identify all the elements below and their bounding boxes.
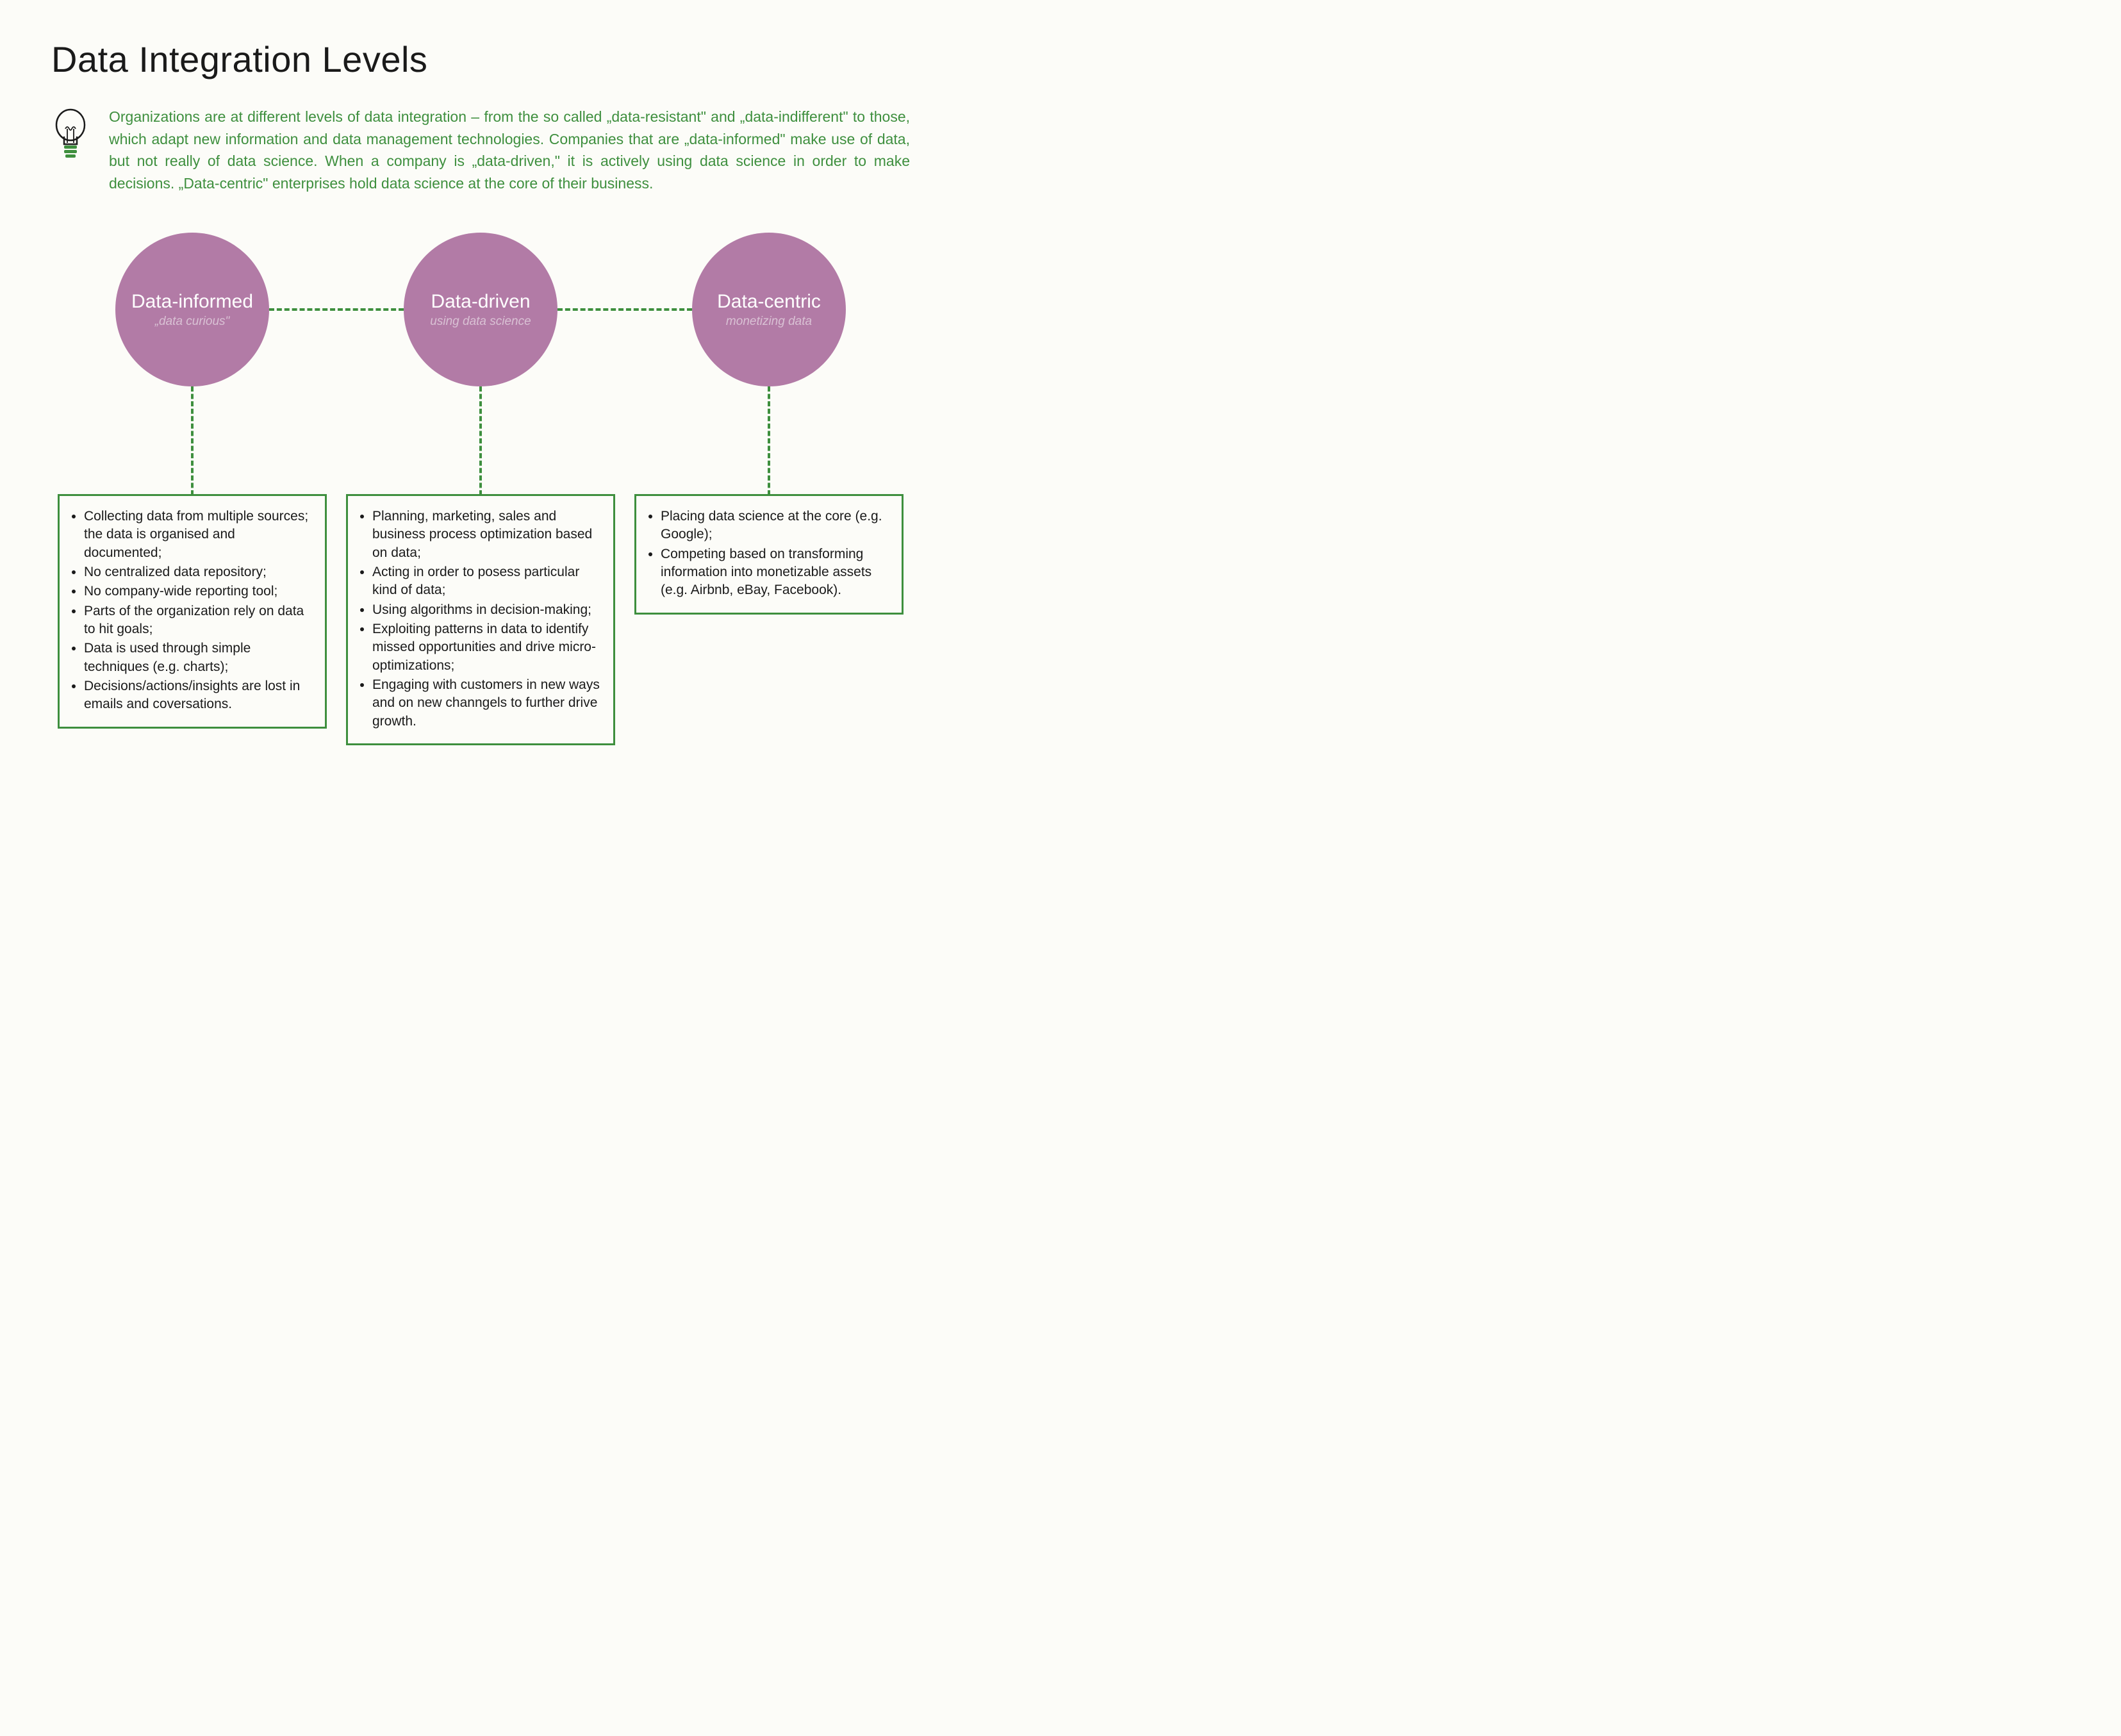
bullet-item: Collecting data from multiple sources; t… — [84, 508, 312, 562]
bullet-item: Competing based on trans­forming informa… — [661, 545, 889, 600]
intro-text: Organizations are at different levels of… — [109, 106, 910, 194]
connector-v-3 — [768, 386, 770, 495]
lightbulb-icon — [51, 106, 90, 163]
bullet-item: Decisions/actions/insights are lost in e… — [84, 677, 312, 714]
level-box-1: Collecting data from multiple sources; t… — [58, 494, 327, 729]
level-circle-2: Data-driven using data science — [404, 233, 557, 386]
connector-h-2-3 — [557, 308, 692, 311]
bullet-item: No company-wide reporting tool; — [84, 583, 312, 600]
bullet-item: Using algorithms in decision-making; — [372, 601, 600, 619]
bullet-item: Data is used through simple techniques (… — [84, 640, 312, 676]
page: Data Integration Levels Organizations ar… — [0, 0, 961, 809]
level-circle-3: Data-centric monetizing data — [692, 233, 846, 386]
bullet-item: Engaging with customers in new ways and … — [372, 676, 600, 731]
level-subtitle-3: monetizing data — [726, 315, 812, 329]
level-subtitle-2: using data science — [430, 315, 531, 329]
bullet-item: No centralized data repository; — [84, 563, 312, 581]
level-title-2: Data-driven — [431, 291, 530, 312]
level-bullets-2: Planning, marketing, sales and business … — [358, 508, 600, 731]
level-bullets-3: Placing data science at the core (e.g. G… — [647, 508, 889, 600]
bullet-item: Exploiting patterns in data to identify … — [372, 620, 600, 675]
level-box-2: Planning, marketing, sales and business … — [346, 494, 615, 745]
bullet-item: Planning, marketing, sales and business … — [372, 508, 600, 562]
bullet-item: Parts of the organization rely on data t… — [84, 602, 312, 639]
level-subtitle-1: „data curious" — [155, 315, 230, 329]
level-circle-1: Data-informed „data curious" — [115, 233, 269, 386]
intro-row: Organizations are at different levels of… — [51, 106, 910, 194]
connector-h-1-2 — [269, 308, 404, 311]
level-title-1: Data-informed — [131, 291, 253, 312]
level-bullets-1: Collecting data from multiple sources; t… — [70, 508, 312, 714]
level-box-3: Placing data science at the core (e.g. G… — [634, 494, 904, 615]
diagram: Data-informed „data curious" Data-driven… — [51, 233, 910, 758]
bullet-item: Placing data science at the core (e.g. G… — [661, 508, 889, 544]
page-title: Data Integration Levels — [51, 38, 910, 80]
connector-v-1 — [191, 386, 194, 495]
bullet-item: Acting in order to posess particular kin… — [372, 563, 600, 600]
level-title-3: Data-centric — [717, 291, 821, 312]
connector-v-2 — [479, 386, 482, 495]
